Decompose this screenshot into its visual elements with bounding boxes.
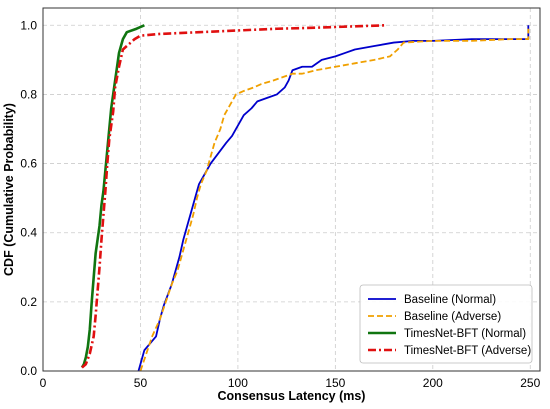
y-tick-label: 0.0	[20, 364, 37, 378]
legend-label: Baseline (Adverse)	[404, 311, 501, 323]
series-line-2	[80, 24, 145, 369]
legend-label: TimesNet-BFT (Normal)	[404, 328, 526, 340]
y-tick-label: 0.8	[20, 87, 37, 101]
series-lines	[80, 23, 530, 372]
legend: Baseline (Normal) Baseline (Adverse) Times…	[359, 284, 533, 364]
y-axis-title: CDF (Cumulative Probability)	[2, 103, 16, 276]
y-tick-label: 0.4	[20, 226, 37, 240]
legend-label: Baseline (Normal)	[404, 294, 496, 306]
x-tick-label: 0	[40, 376, 47, 390]
series-line-3	[81, 23, 387, 369]
x-tick-label: 100	[228, 376, 248, 390]
series-line-1	[139, 28, 530, 372]
legend-label: TimesNet-BFT (Adverse)	[404, 345, 531, 357]
y-tick-label: 1.0	[20, 18, 37, 32]
x-tick-label: 50	[134, 376, 148, 390]
x-tick-label: 150	[325, 376, 345, 390]
plot-frame	[42, 7, 541, 372]
y-tick-label: 0.2	[20, 295, 37, 309]
y-tick-label: 0.6	[20, 157, 37, 171]
x-tick-label: 250	[520, 376, 540, 390]
x-axis-title: Consensus Latency (ms)	[218, 389, 366, 403]
legend-box	[359, 284, 533, 364]
axes: 0 50 100 150 200 250 0.0 0.2 0.4 0.6 0.8 1.0 Consens…	[2, 7, 541, 403]
x-tick-label: 200	[423, 376, 443, 390]
